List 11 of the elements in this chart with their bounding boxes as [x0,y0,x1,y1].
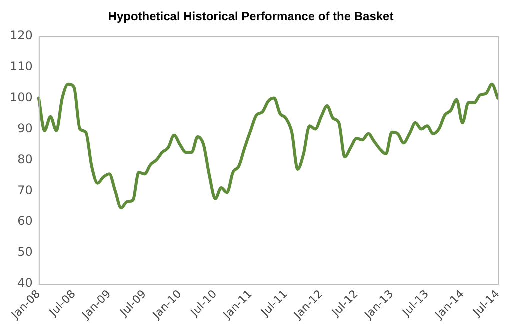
y-tick-label: 90 [18,121,33,136]
y-tick-label: 80 [18,152,33,166]
line-series [37,82,500,210]
chart-title: Hypothetical Historical Performance of the Basket [108,10,394,24]
y-tick-label: 110 [10,59,33,74]
y-tick-label: 50 [18,245,33,260]
y-tick-label: 60 [18,214,33,228]
y-tick-label: 40 [18,276,33,290]
y-tick-label: 120 [10,28,33,43]
y-tick-label: 100 [10,90,33,104]
y-tick-label: 70 [18,183,33,198]
